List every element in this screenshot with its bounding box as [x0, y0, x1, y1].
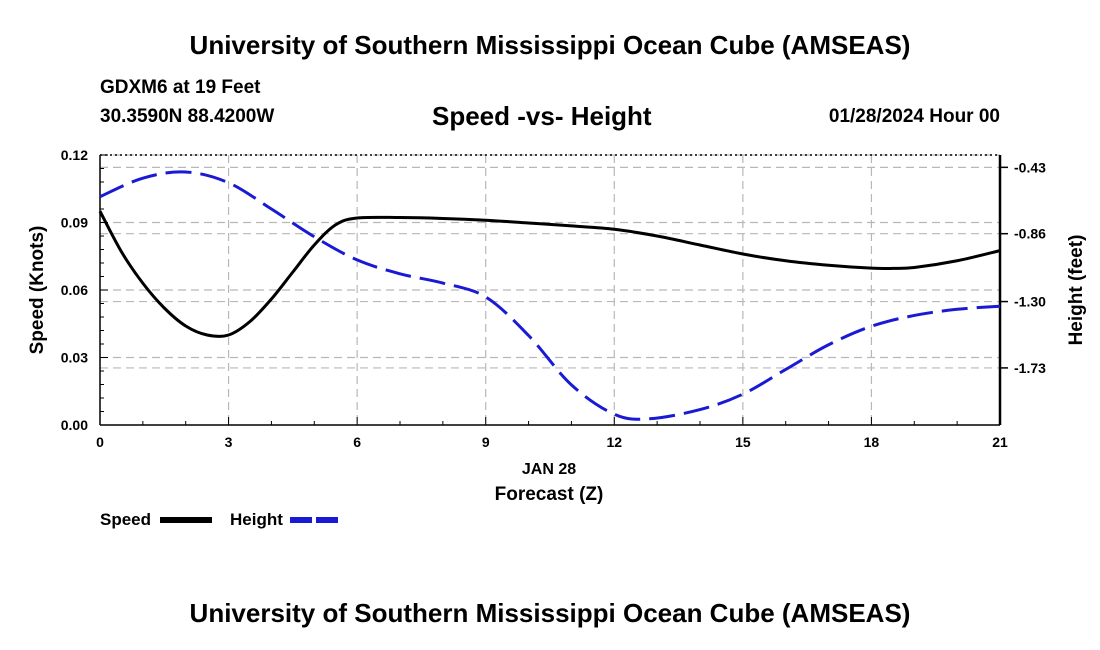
main-title: University of Southern Mississippi Ocean… [189, 30, 911, 60]
legend-speed-swatch [160, 517, 212, 523]
footer-title: University of Southern Mississippi Ocean… [189, 598, 911, 628]
y-right-tick-label: -0.43 [1014, 159, 1046, 175]
x-tick-label: 9 [482, 434, 490, 450]
x-tick-label: 3 [225, 434, 233, 450]
x-tick-label: 18 [864, 434, 880, 450]
y-left-tick-label: 0.03 [61, 350, 88, 366]
chart-title: Speed -vs- Height [432, 101, 652, 131]
y-left-axis-title: Speed (Knots) [27, 226, 48, 355]
x-tick-label: 12 [606, 434, 622, 450]
station-label: GDXM6 at 19 Feet [100, 77, 261, 98]
speed-series-line [98, 210, 1001, 338]
x-axis-title: Forecast (Z) [495, 484, 604, 505]
x-tick-label: 21 [992, 434, 1008, 450]
location-label: 30.3590N 88.4200W [100, 106, 275, 127]
y-right-tick-label: -1.73 [1014, 360, 1046, 376]
x-tick-label: 15 [735, 434, 751, 450]
y-left-tick-label: 0.00 [61, 417, 88, 433]
legend-speed-label: Speed [100, 510, 152, 529]
y-left-tick-label: 0.09 [61, 215, 88, 231]
y-left-tick-label: 0.12 [61, 147, 88, 163]
x-tick-label: 0 [96, 434, 104, 450]
legend-height-swatch [290, 517, 342, 523]
y-right-axis-title: Height (feet) [1066, 235, 1087, 346]
y-left-tick-label: 0.06 [61, 282, 88, 298]
x-date-label: JAN 28 [522, 461, 576, 478]
y-right-tick-label: -0.86 [1014, 226, 1046, 242]
height-series-line [99, 170, 1001, 421]
y-right-tick-label: -1.30 [1014, 294, 1046, 310]
datetime-label: 01/28/2024 Hour 00 [828, 106, 1000, 127]
x-tick-label: 6 [353, 434, 361, 450]
legend-height-label: Height [230, 510, 283, 529]
